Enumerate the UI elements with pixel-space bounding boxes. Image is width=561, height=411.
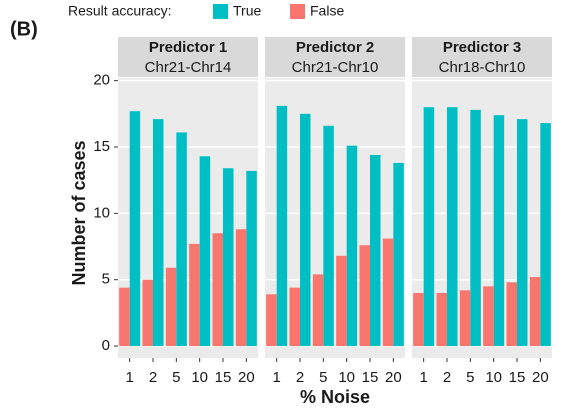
- strip: [265, 37, 405, 77]
- legend-swatch: [213, 4, 228, 19]
- bar: [119, 287, 130, 347]
- bar: [470, 109, 481, 347]
- x-tick-label: 1: [419, 369, 427, 386]
- panel-background: [118, 78, 258, 358]
- bar: [246, 170, 257, 347]
- bar: [359, 245, 370, 347]
- legend-label: False: [310, 3, 344, 19]
- x-tick-label: 20: [238, 369, 255, 386]
- panel-title: Predictor 3: [443, 39, 521, 56]
- strip: [118, 37, 258, 77]
- x-tick-label: 1: [125, 369, 133, 386]
- bar: [506, 282, 517, 347]
- x-tick-label: 10: [485, 369, 502, 386]
- panel-title: Predictor 1: [149, 39, 227, 56]
- panel-subtitle: Chr21-Chr10: [292, 59, 379, 76]
- panel-subtitle: Chr18-Chr10: [439, 59, 526, 76]
- bar: [223, 168, 234, 347]
- bar: [300, 113, 311, 347]
- bar: [346, 145, 358, 347]
- bar: [199, 156, 211, 347]
- bar: [266, 294, 277, 347]
- legend-label: True: [233, 3, 261, 19]
- bar: [493, 115, 505, 347]
- panel-subtitle: Chr21-Chr14: [145, 59, 232, 76]
- bar: [312, 274, 324, 347]
- x-tick-label: 2: [149, 369, 157, 386]
- bar: [129, 111, 141, 347]
- bar: [382, 238, 394, 347]
- y-tick-label: 20: [93, 72, 110, 89]
- bar: [289, 287, 300, 347]
- bar: [436, 292, 447, 347]
- y-tick-label: 10: [93, 204, 110, 221]
- bar: [393, 162, 404, 347]
- bar: [323, 125, 334, 347]
- x-tick-label: 5: [466, 369, 474, 386]
- bar: [235, 229, 247, 347]
- bar: [483, 286, 494, 347]
- y-tick-label: 0: [102, 337, 110, 354]
- panel-background: [412, 78, 552, 358]
- y-axis-label: Number of cases: [69, 140, 89, 285]
- x-tick-label: 1: [272, 369, 280, 386]
- legend-swatch: [290, 4, 305, 19]
- bar: [189, 243, 200, 347]
- x-tick-label: 15: [362, 369, 379, 386]
- x-tick-label: 2: [296, 369, 304, 386]
- bar: [142, 279, 153, 347]
- y-tick-label: 5: [102, 271, 110, 288]
- x-tick-label: 10: [338, 369, 355, 386]
- bar: [165, 267, 177, 347]
- y-tick-label: 15: [93, 138, 110, 155]
- legend-title: Result accuracy:: [68, 3, 171, 19]
- bar: [153, 119, 164, 347]
- bar: [423, 107, 435, 347]
- x-tick-label: 5: [319, 369, 327, 386]
- bar: [459, 290, 471, 347]
- bar: [517, 119, 528, 347]
- x-axis-label: % Noise: [300, 387, 370, 407]
- panel-title: Predictor 2: [296, 39, 374, 56]
- x-tick-label: 5: [172, 369, 180, 386]
- x-tick-label: 15: [509, 369, 526, 386]
- strip: [412, 37, 552, 77]
- bar: [529, 277, 541, 347]
- x-tick-label: 20: [385, 369, 402, 386]
- bar: [540, 123, 551, 347]
- bar: [176, 132, 187, 347]
- panel-background: [265, 78, 405, 358]
- bar: [336, 255, 347, 347]
- bar: [370, 154, 381, 347]
- x-tick-label: 20: [532, 369, 549, 386]
- bar: [212, 233, 223, 347]
- x-tick-label: 2: [443, 369, 451, 386]
- x-tick-label: 10: [191, 369, 208, 386]
- bar: [447, 107, 458, 347]
- panel-label: (B): [10, 18, 38, 40]
- x-tick-label: 15: [215, 369, 232, 386]
- bar: [276, 105, 288, 347]
- bar: [413, 292, 424, 347]
